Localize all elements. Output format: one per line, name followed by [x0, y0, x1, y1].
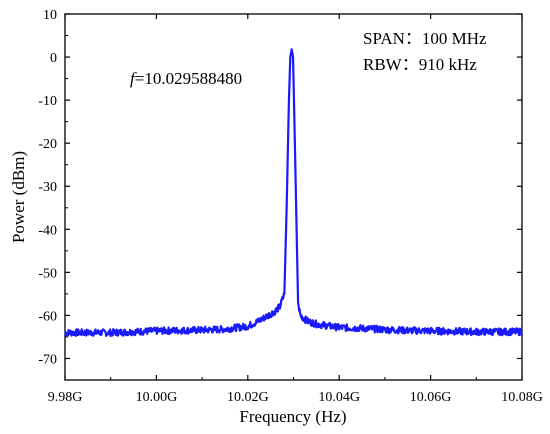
- x-tick-label: 10.06G: [410, 390, 452, 405]
- y-axis: 10 0 -10 -20 -30 -40 -50 -60 -70: [38, 8, 522, 381]
- x-axis: 9.98G 10.00G 10.02G 10.04G 10.06G 10.08G: [48, 14, 543, 405]
- x-tick-label: 10.08G: [501, 390, 543, 405]
- annotation-frequency: f=10.029588480: [130, 69, 242, 88]
- y-tick-label: -10: [38, 94, 57, 109]
- annotation-rbw: RBW：910 kHz: [363, 55, 477, 74]
- y-tick-label: 0: [50, 51, 57, 66]
- y-tick-label: -20: [38, 137, 57, 152]
- annotation-span: SPAN：100 MHz: [363, 29, 487, 48]
- y-tick-label: -30: [38, 180, 57, 195]
- y-tick-label: -40: [38, 223, 57, 238]
- x-axis-title: Frequency (Hz): [239, 407, 346, 426]
- y-tick-label: -50: [38, 266, 57, 281]
- y-tick-label: -70: [38, 352, 57, 367]
- x-tick-label: 10.00G: [136, 390, 178, 405]
- y-tick-label: -60: [38, 309, 57, 324]
- y-tick-label: 10: [43, 8, 57, 23]
- x-tick-label: 9.98G: [48, 390, 83, 405]
- x-tick-label: 10.02G: [227, 390, 269, 405]
- series-line: [64, 48, 523, 338]
- annotation-frequency-value: =10.029588480: [135, 69, 242, 88]
- x-tick-label: 10.04G: [318, 390, 360, 405]
- annotation-frequency-symbol: f: [130, 69, 137, 88]
- y-axis-title: Power (dBm): [9, 151, 28, 243]
